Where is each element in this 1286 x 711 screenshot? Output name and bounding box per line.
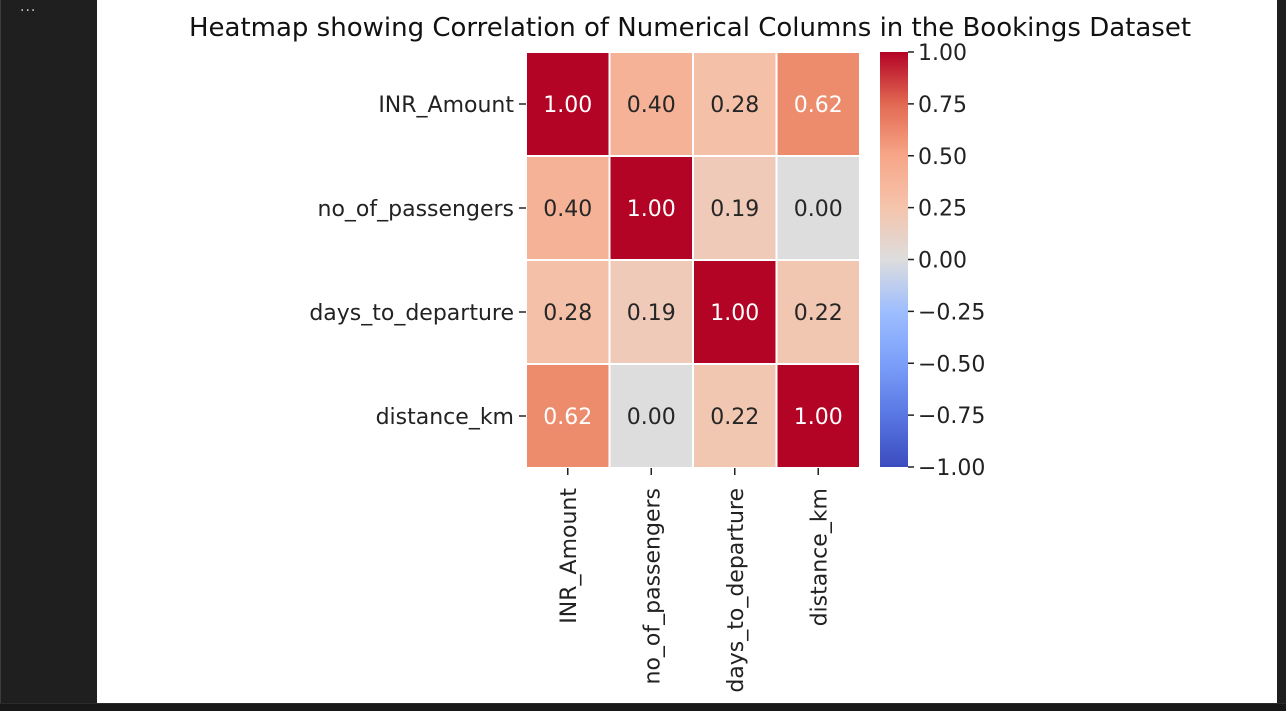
- colorbar-tick-label: −0.50: [918, 352, 985, 377]
- colorbar: [880, 52, 908, 467]
- cell-annotation: 1.00: [627, 197, 676, 222]
- y-tick-label: INR_Amount: [378, 93, 514, 118]
- cell-annotation: 0.40: [543, 197, 592, 222]
- colorbar-tick-label: 0.25: [918, 197, 967, 222]
- cell-annotation: 0.00: [794, 197, 843, 222]
- cell-annotation: 1.00: [710, 301, 759, 326]
- heatmap-cell: [608, 363, 694, 469]
- heatmap-cell: [775, 51, 861, 157]
- x-tick-label: distance_km: [807, 488, 832, 626]
- heatmap-cell: [775, 259, 861, 365]
- cell-annotation: 0.28: [543, 301, 592, 326]
- x-tick-label: no_of_passengers: [640, 488, 665, 684]
- cell-gutter: ...: [0, 0, 97, 703]
- cell-annotation: 1.00: [543, 93, 592, 118]
- heatmap-cell: [692, 51, 778, 157]
- cell-output-area: Heatmap showing Correlation of Numerical…: [97, 0, 1277, 703]
- more-options-icon[interactable]: ...: [20, 0, 37, 15]
- heatmap-cell: [608, 51, 694, 157]
- cell-annotation: 0.19: [627, 301, 676, 326]
- colorbar-tick-label: −0.25: [918, 300, 985, 325]
- cell-annotation: 0.00: [627, 405, 676, 430]
- cell-annotation: 0.62: [794, 93, 843, 118]
- heatmap-cell: [525, 51, 611, 157]
- y-tick-label: days_to_departure: [309, 301, 514, 326]
- colorbar-tick-label: 0.75: [918, 93, 967, 118]
- colorbar-tick-label: 0.50: [918, 145, 967, 170]
- cell-annotation: 0.22: [710, 405, 759, 430]
- heatmap-chart: Heatmap showing Correlation of Numerical…: [189, 13, 1191, 693]
- y-tick-label: no_of_passengers: [318, 197, 514, 222]
- chart-title: Heatmap showing Correlation of Numerical…: [189, 13, 1191, 43]
- cell-annotation: 0.28: [710, 93, 759, 118]
- colorbar-tick-label: 0.00: [918, 249, 967, 274]
- cell-annotation: 0.22: [794, 301, 843, 326]
- colorbar-tick-label: −1.00: [918, 456, 985, 481]
- cell-annotation: 0.62: [543, 405, 592, 430]
- x-tick-label: INR_Amount: [557, 488, 582, 624]
- colorbar-tick-label: 1.00: [918, 41, 967, 66]
- y-tick-label: distance_km: [376, 405, 514, 430]
- heatmap-cell: [775, 155, 861, 261]
- right-edge: [1277, 0, 1286, 703]
- heatmap-cell: [608, 155, 694, 261]
- heatmap-cell: [775, 363, 861, 469]
- bottom-scrollbar-track: [0, 703, 1286, 711]
- cell-annotation: 0.40: [627, 93, 676, 118]
- cell-annotation: 0.19: [710, 197, 759, 222]
- colorbar-tick-label: −0.75: [918, 404, 985, 429]
- x-tick-label: days_to_departure: [724, 488, 749, 693]
- heatmap-cell: [608, 259, 694, 365]
- cell-annotation: 1.00: [794, 405, 843, 430]
